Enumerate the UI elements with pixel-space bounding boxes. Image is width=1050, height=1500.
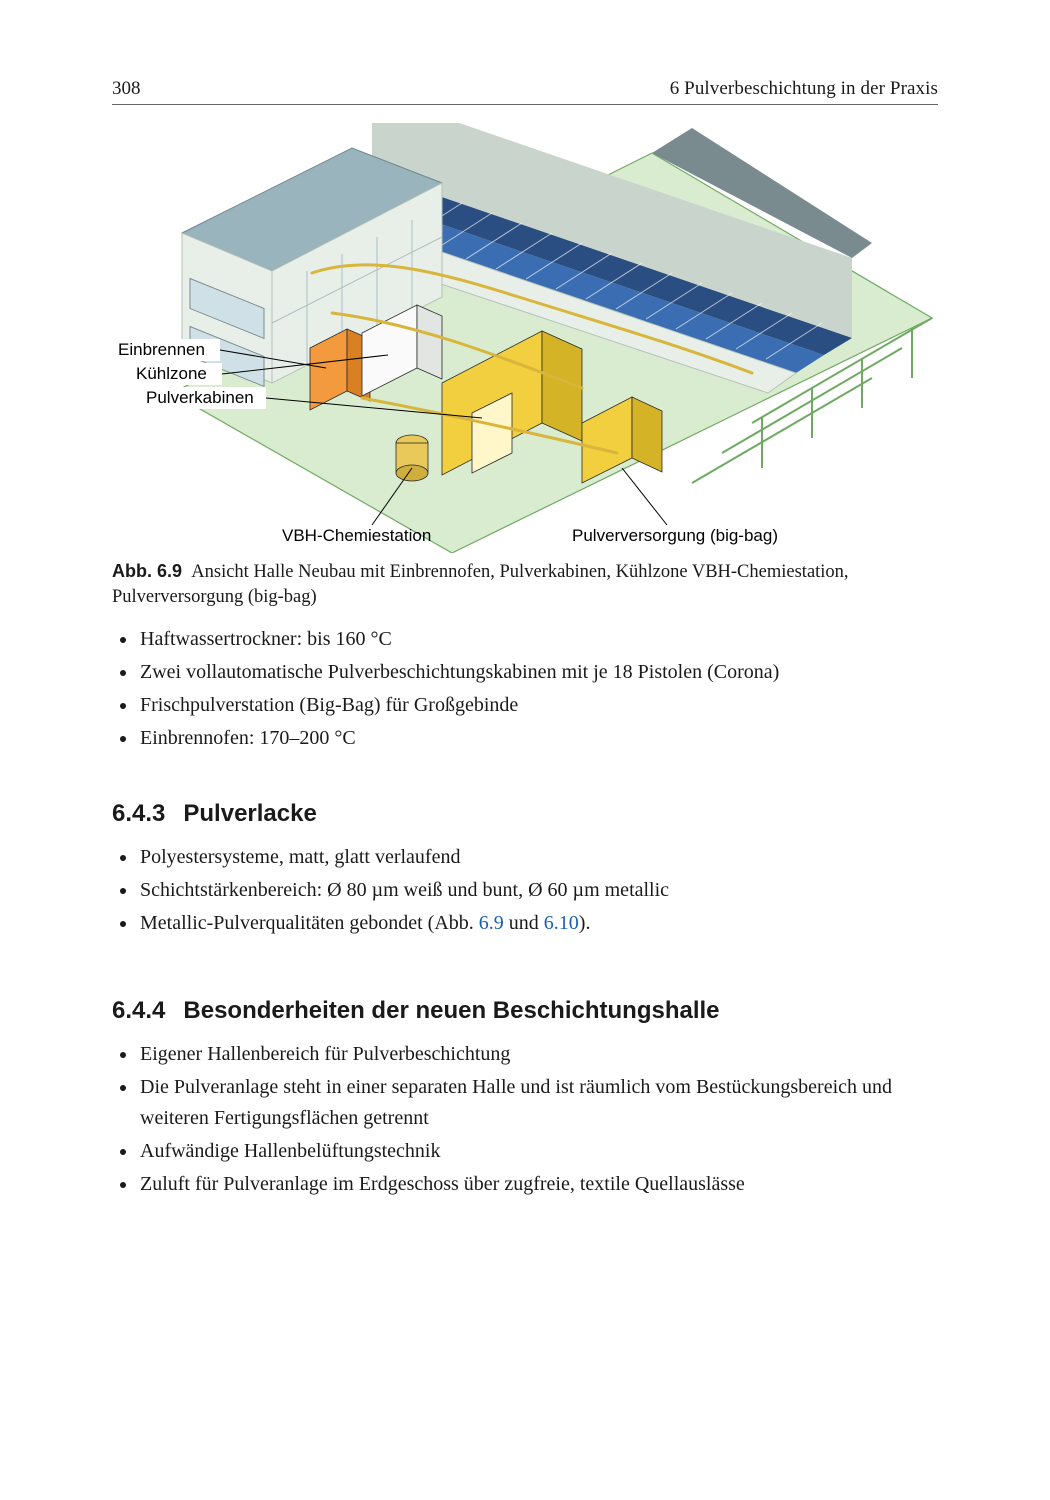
list-pulverlacke: Polyestersysteme, matt, glatt verlaufend… <box>112 842 938 939</box>
label-vbh: VBH-Chemiestation <box>282 526 431 545</box>
hall-diagram: Einbrennen Kühlzone Pulverkabinen VBH-Ch… <box>112 123 938 553</box>
list-equipment: Haftwassertrockner: bis 160 °C Zwei voll… <box>112 624 938 754</box>
figure-caption: Abb. 6.9 Ansicht Halle Neubau mit Einbre… <box>112 559 938 610</box>
list-item: Die Pulveranlage steht in einer separate… <box>138 1072 938 1134</box>
list-item: Zwei vollautomatische Pulverbeschichtung… <box>138 657 938 688</box>
section-title: Pulverlacke <box>183 800 316 827</box>
xref-abb-6-10[interactable]: 6.10 <box>544 912 579 934</box>
figure-caption-text: Ansicht Halle Neubau mit Einbrennofen, P… <box>112 562 849 607</box>
figure-6-9: Einbrennen Kühlzone Pulverkabinen VBH-Ch… <box>112 123 938 610</box>
text: und <box>504 912 544 934</box>
page-number: 308 <box>112 78 141 100</box>
text: Metallic-Pulverqualitäten gebondet (Abb. <box>140 912 479 934</box>
list-item: Eigener Hallenbereich für Pulverbeschich… <box>138 1039 938 1070</box>
list-item: Einbrennofen: 170–200 °C <box>138 723 938 754</box>
section-title: Besonderheiten der neuen Beschichtungsha… <box>183 997 719 1024</box>
section-6-4-3-heading: 6.4.3 Pulverlacke <box>112 800 938 828</box>
list-item: Zuluft für Pulveranlage im Erdgeschoss ü… <box>138 1169 938 1200</box>
list-item: Haftwassertrockner: bis 160 °C <box>138 624 938 655</box>
label-pulverkabinen: Pulverkabinen <box>146 388 254 407</box>
list-item: Metallic-Pulverqualitäten gebondet (Abb.… <box>138 908 938 939</box>
section-6-4-4-heading: 6.4.4 Besonderheiten der neuen Beschichtu… <box>112 997 938 1025</box>
list-item: Schichtstärkenbereich: Ø 80 µm weiß und … <box>138 875 938 906</box>
text: ). <box>579 912 591 934</box>
label-einbrennen: Einbrennen <box>118 340 205 359</box>
figure-number: Abb. 6.9 <box>112 561 182 581</box>
list-item: Frischpulverstation (Big-Bag) für Großge… <box>138 690 938 721</box>
running-head: 308 6 Pulverbeschichtung in der Praxis <box>112 78 938 105</box>
label-bigbag: Pulverversorgung (big-bag) <box>572 526 778 545</box>
section-number: 6.4.3 <box>112 800 165 827</box>
xref-abb-6-9[interactable]: 6.9 <box>479 912 504 934</box>
list-item: Polyestersysteme, matt, glatt verlaufend <box>138 842 938 873</box>
list-besonderheiten: Eigener Hallenbereich für Pulverbeschich… <box>112 1039 938 1200</box>
section-number: 6.4.4 <box>112 997 165 1024</box>
label-kuehlzone: Kühlzone <box>136 364 207 383</box>
page: 308 6 Pulverbeschichtung in der Praxis <box>0 0 1050 1500</box>
chapter-reference: 6 Pulverbeschichtung in der Praxis <box>670 78 938 100</box>
list-item: Aufwändige Hallenbelüftungstechnik <box>138 1136 938 1167</box>
